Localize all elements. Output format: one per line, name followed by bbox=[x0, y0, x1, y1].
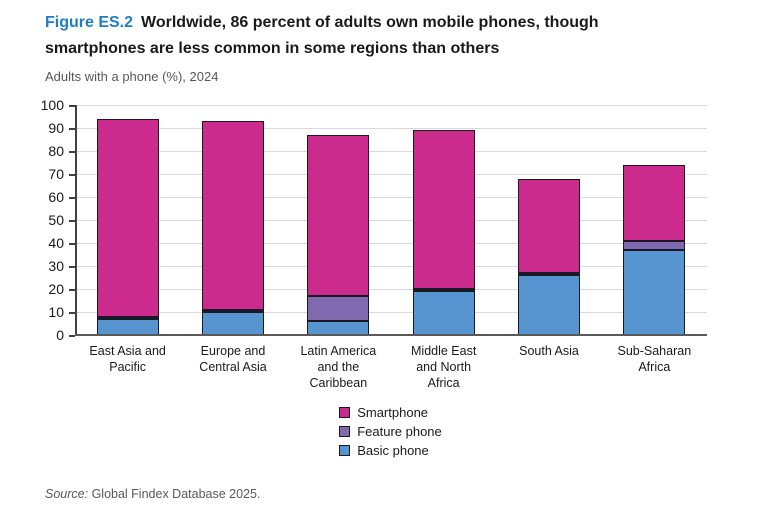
bar-segment-basic-phone bbox=[96, 318, 159, 335]
legend-swatch-smartphone bbox=[339, 407, 351, 418]
legend-label: Feature phone bbox=[357, 424, 442, 439]
gridline bbox=[75, 105, 707, 106]
y-axis-tick bbox=[69, 312, 75, 314]
y-axis-tick-label: 70 bbox=[48, 166, 64, 182]
y-axis-tick bbox=[69, 289, 75, 291]
figure-title-line2: smartphones are less common in some regi… bbox=[45, 40, 500, 57]
legend: Smartphone Feature phone Basic phone bbox=[0, 405, 781, 458]
bar-segment-feature-phone bbox=[307, 295, 370, 322]
legend-item: Feature phone bbox=[339, 424, 442, 439]
x-axis-label-line: Central Asia bbox=[199, 360, 267, 374]
bar-segment-smartphone bbox=[307, 134, 370, 296]
legend-item: Smartphone bbox=[339, 405, 428, 420]
gridline bbox=[75, 174, 707, 175]
bar-segment-smartphone bbox=[412, 130, 475, 289]
x-axis-label-line: Pacific bbox=[109, 360, 147, 374]
chart-area: 0 10 20 30 40 50 60 70 80 90 100 East Asia and Pacif… bbox=[0, 95, 781, 405]
figure-number-label: Figure ES.2 bbox=[45, 14, 134, 31]
x-axis-label-line: Sub-Saharan bbox=[617, 344, 692, 358]
bar-segment-feature-phone bbox=[623, 240, 686, 250]
y-axis-tick-label: 60 bbox=[48, 189, 64, 205]
legend-label: Smartphone bbox=[357, 405, 429, 420]
gridline bbox=[75, 289, 707, 290]
figure-header: Figure ES.2 Worldwide, 86 percent of adul… bbox=[0, 0, 781, 84]
x-axis-label: East Asia and Pacific bbox=[75, 343, 181, 375]
source-label: Source: bbox=[45, 487, 89, 501]
bar-segment-basic-phone bbox=[518, 275, 580, 335]
chart-subtitle: Adults with a phone (%), 2024 bbox=[45, 69, 219, 84]
y-axis-tick-label: 20 bbox=[48, 281, 64, 297]
bar-segment-feature-phone bbox=[518, 272, 580, 276]
bar-segment-feature-phone bbox=[412, 289, 475, 292]
x-axis-label-line: Africa bbox=[427, 376, 460, 390]
x-axis-label: South Asia bbox=[496, 343, 602, 359]
bar-segment-basic-phone bbox=[412, 291, 475, 335]
bar-segment-feature-phone bbox=[202, 309, 264, 312]
y-axis-tick-label: 30 bbox=[48, 258, 64, 274]
y-axis-tick bbox=[69, 128, 75, 130]
x-axis-line bbox=[75, 334, 707, 336]
y-axis-tick-label: 40 bbox=[48, 235, 64, 251]
bar-segment-feature-phone bbox=[96, 316, 159, 319]
y-axis-tick bbox=[69, 220, 75, 222]
gridline bbox=[75, 312, 707, 313]
x-axis-label-line: Caribbean bbox=[309, 376, 368, 390]
x-axis-label-line: East Asia and bbox=[89, 344, 166, 358]
x-axis-label-line: Europe and bbox=[200, 344, 266, 358]
bar-segment-smartphone bbox=[623, 164, 686, 241]
legend-swatch-basic-phone bbox=[339, 445, 351, 456]
gridline bbox=[75, 128, 707, 129]
x-axis-label: Middle East and North Africa bbox=[391, 343, 497, 391]
figure-title-line1: Figure ES.2 Worldwide, 86 percent of adul… bbox=[45, 10, 741, 36]
gridline bbox=[75, 151, 707, 152]
source-text: Global Findex Database 2025. bbox=[88, 487, 261, 501]
y-axis-tick-label: 10 bbox=[48, 304, 64, 320]
y-axis-line bbox=[75, 105, 77, 335]
bar-segment-basic-phone bbox=[623, 249, 686, 335]
legend-label: Basic phone bbox=[357, 443, 429, 458]
bar-segment-smartphone bbox=[202, 121, 264, 310]
y-axis-tick bbox=[69, 151, 75, 153]
x-axis-label-line: and the bbox=[317, 360, 360, 374]
x-axis-label: Europe and Central Asia bbox=[180, 343, 286, 375]
x-axis-label-line: Middle East bbox=[411, 344, 477, 358]
bar-segment-basic-phone bbox=[307, 321, 370, 335]
x-axis-label-line: Latin America bbox=[300, 344, 377, 358]
x-axis-label-line: Africa bbox=[638, 360, 671, 374]
gridline bbox=[75, 220, 707, 221]
x-axis-label-line: South Asia bbox=[519, 344, 579, 358]
y-axis-tick-label: 0 bbox=[56, 327, 64, 343]
gridline bbox=[75, 243, 707, 244]
x-axis-label: Sub-Saharan Africa bbox=[601, 343, 707, 375]
y-axis-tick bbox=[69, 266, 75, 268]
legend-inner: Smartphone Feature phone Basic phone bbox=[339, 405, 442, 458]
y-axis-tick-label: 100 bbox=[40, 97, 64, 113]
y-axis-tick bbox=[69, 335, 75, 337]
bar-segment-smartphone bbox=[96, 118, 159, 317]
y-axis-tick-label: 50 bbox=[48, 212, 64, 228]
gridline bbox=[75, 197, 707, 198]
x-axis-label: Latin America and the Caribbean bbox=[285, 343, 391, 391]
y-axis-tick-label: 90 bbox=[48, 120, 64, 136]
y-axis-tick bbox=[69, 197, 75, 199]
legend-swatch-feature-phone bbox=[339, 426, 351, 437]
gridline bbox=[75, 266, 707, 267]
y-axis-tick-label: 80 bbox=[48, 143, 64, 159]
source-note: Source: Global Findex Database 2025. bbox=[45, 487, 260, 501]
y-axis-tick bbox=[69, 174, 75, 176]
y-axis-tick bbox=[69, 105, 75, 107]
legend-item: Basic phone bbox=[339, 443, 429, 458]
x-axis-label-line: and North bbox=[416, 360, 472, 374]
figure-title-text-line1: Worldwide, 86 percent of adults own mobi… bbox=[141, 14, 599, 31]
bar-segment-basic-phone bbox=[202, 312, 264, 335]
bar-segment-smartphone bbox=[518, 178, 580, 273]
y-axis-tick bbox=[69, 243, 75, 245]
